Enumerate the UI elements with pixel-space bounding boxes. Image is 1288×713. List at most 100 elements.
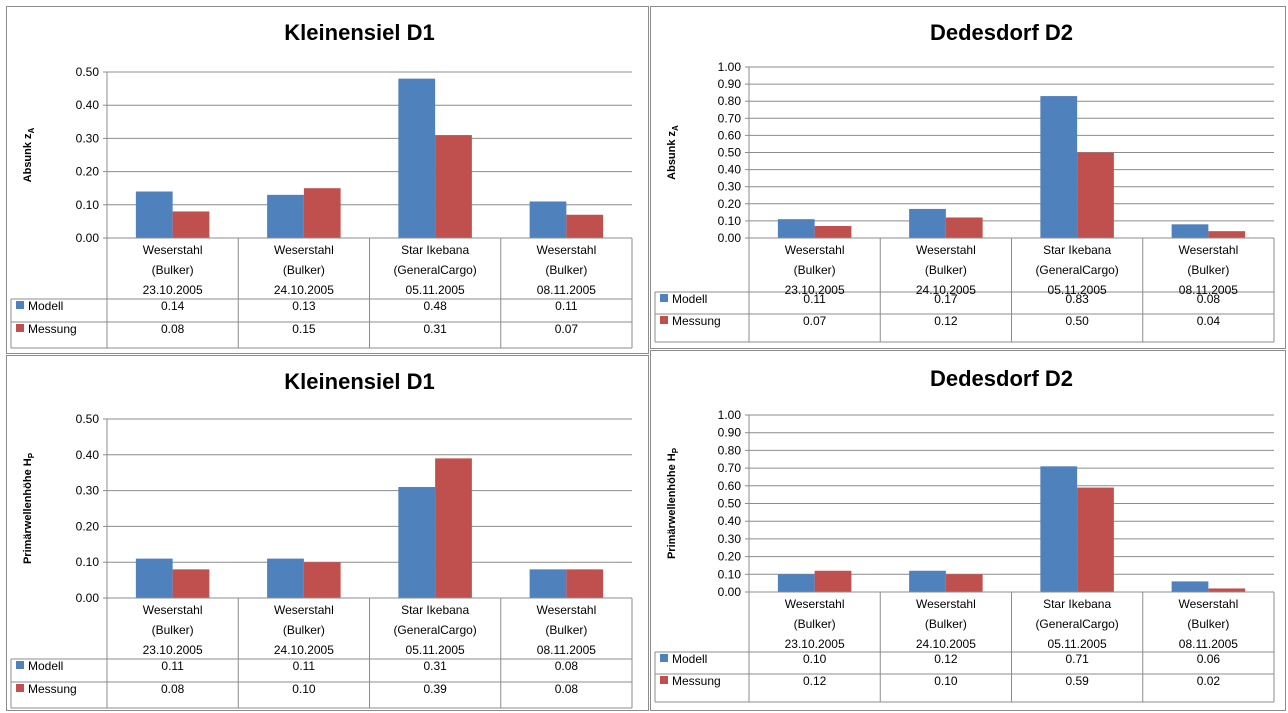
y-tick-label: 1.00 [718,60,742,74]
bar-modell [529,569,567,598]
bar-modell [1171,581,1209,592]
category-label: Weserstahl [536,603,596,617]
data-label: 0.48 [423,299,447,313]
y-tick-label: 0.10 [718,214,742,228]
category-label: (Bulker) [794,617,836,631]
y-tick-label: 0.60 [718,128,742,142]
category-label: Star Ikebana [1043,597,1111,611]
data-label: 0.71 [1065,652,1089,666]
y-tick-label: 0.70 [718,111,742,125]
category-label: 05.11.2005 [1048,637,1107,651]
category-label: (Bulker) [794,263,836,277]
category-label: (Bulker) [545,263,587,277]
legend-swatch-messung [16,324,24,332]
category-label: (Bulker) [152,623,194,637]
y-tick-label: 0.40 [718,163,742,177]
bar-modell [267,194,304,238]
y-axis-label-subscript: A [671,125,680,131]
y-tick-label: 0.50 [718,146,742,160]
bar-modell [909,208,946,238]
data-label: 0.14 [161,299,185,313]
category-label: Weserstahl [785,243,845,257]
chart-title: Kleinensiel D1 [284,369,434,394]
chart-svg: Kleinensiel D1 Primärwellenhöhe HP 0.00 0.1… [10,369,633,709]
data-label: 0.10 [292,682,316,696]
data-label: 0.08 [555,682,579,696]
bar-messung [566,569,604,598]
data-label: 0.12 [803,674,827,688]
data-label: 0.08 [161,682,185,696]
legend-label-modell: Modell [672,652,707,666]
data-label: 0.08 [555,659,579,673]
y-tick-label: 0.30 [718,180,742,194]
category-label: (Bulker) [925,617,967,631]
data-label: 0.10 [803,652,827,666]
category-label: 24.10.2005 [916,637,976,651]
category-label: (Bulker) [1187,617,1229,631]
data-label: 0.31 [423,322,447,336]
bar-messung [303,188,341,238]
y-tick-label: 0.30 [718,532,742,546]
chart-title: Dedesdorf D2 [930,366,1073,391]
y-tick-label: 0.30 [76,131,100,145]
data-label: 0.13 [292,299,316,313]
legend-label-modell: Modell [672,292,707,306]
data-label: 0.04 [1197,314,1221,328]
category-label: (Bulker) [545,623,587,637]
bar-modell [135,558,173,598]
y-tick-label: 0.20 [76,165,100,179]
category-label: Weserstahl [143,603,203,617]
legend-label-modell: Modell [28,659,63,673]
y-axis-label-main: Absunk z [666,130,678,179]
data-label: 0.11 [803,292,826,306]
category-label: 24.10.2005 [274,643,334,657]
y-axis-label-main: Absunk z [22,133,34,182]
category-label: 23.10.2005 [143,643,203,657]
category-label: Weserstahl [785,597,845,611]
y-tick-label: 0.00 [76,591,100,605]
y-axis-label: Absunk zA [666,125,680,180]
data-label: 0.17 [934,292,958,306]
bar-messung [814,226,852,238]
y-tick-label: 0.20 [718,197,742,211]
y-tick-label: 0.50 [76,65,100,79]
y-tick-label: 0.00 [718,231,742,245]
bar-messung [1077,152,1114,238]
category-label: Star Ikebana [401,243,469,257]
y-axis-label: Absunk zA [22,127,36,182]
y-tick-label: 0.70 [718,461,742,475]
bar-messung [566,214,604,238]
data-label: 0.15 [292,322,316,336]
y-tick-label: 1.00 [718,408,742,422]
category-label: Weserstahl [274,603,334,617]
y-tick-label: 0.10 [718,567,742,581]
y-axis-label-main: Primärwellenhöhe H [666,453,678,559]
category-label: 05.11.2005 [406,643,465,657]
data-label: 0.07 [555,322,579,336]
bar-modell [1040,96,1078,238]
category-label: 23.10.2005 [785,637,845,651]
bar-modell [1040,466,1078,592]
y-tick-label: 0.50 [76,412,100,426]
legend-label-messung: Messung [28,682,77,696]
y-tick-label: 0.00 [76,231,100,245]
bar-messung [814,570,852,592]
legend-label-messung: Messung [28,322,77,336]
bar-modell [398,78,436,238]
category-label: (GeneralCargo) [393,263,476,277]
category-label: Weserstahl [1178,597,1238,611]
data-label: 0.11 [555,299,578,313]
category-label: 05.11.2005 [1048,283,1107,297]
data-label: 0.11 [293,659,316,673]
bar-modell [267,558,304,598]
chart-svg: Kleinensiel D1 Absunk zA 0.00 0.10 0.20 0.30 0… [10,20,633,349]
category-label: (Bulker) [1187,263,1229,277]
category-label: 24.10.2005 [916,283,976,297]
category-label: (Bulker) [925,263,967,277]
category-label: 08.11.2005 [537,283,596,297]
legend-swatch-modell [660,294,668,302]
chart-svg: Dedesdorf D2 Absunk zA 0.00 0.10 0.20 0.30 0.4… [654,20,1275,343]
y-tick-label: 0.20 [76,519,100,533]
bar-modell [135,191,173,238]
category-label: (Bulker) [152,263,194,277]
